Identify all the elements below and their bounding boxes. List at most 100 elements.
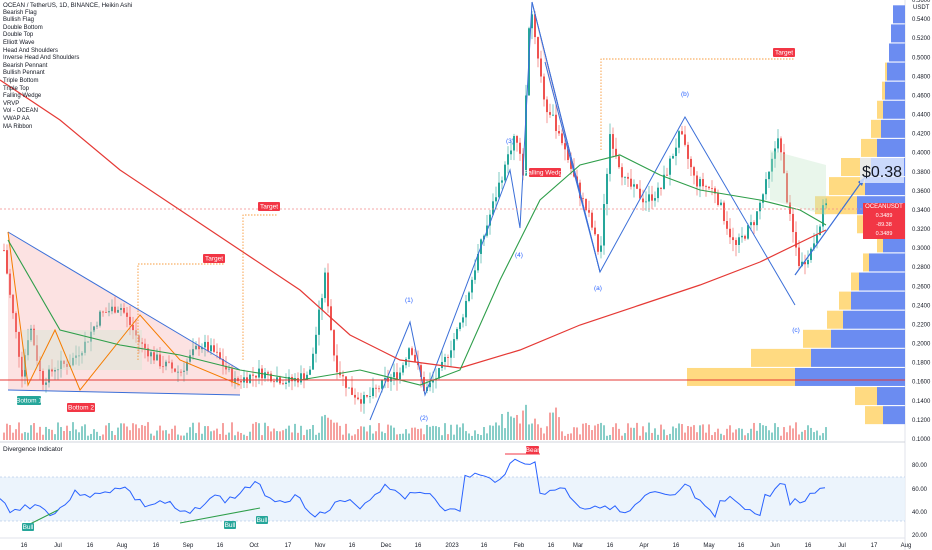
target-dotted-line [242, 214, 278, 360]
volume-bar [678, 423, 680, 440]
volume-bar [507, 411, 509, 440]
candle-body [225, 365, 227, 370]
volume-bar [255, 422, 257, 440]
divergence-band [0, 477, 905, 521]
volume-bar [126, 426, 128, 440]
candle-body [402, 365, 404, 373]
indicator-item[interactable]: Vol - OCEAN [3, 108, 39, 115]
indicator-item[interactable]: Bearish Pennant [3, 62, 48, 69]
vrvp-bar-yellow [687, 367, 795, 386]
indicator-item[interactable]: Elliott Wave [3, 39, 35, 46]
bottom1-label-bg [17, 396, 41, 405]
indicator-item[interactable]: Triple Bottom [3, 77, 39, 84]
volume-bar [804, 430, 806, 440]
time-tick-label: 16 [153, 543, 160, 549]
big-price-label: $0.38 [862, 164, 902, 181]
indicator-item[interactable]: Bullish Flag [3, 17, 35, 24]
candle-body [720, 202, 722, 205]
candle-body [252, 374, 254, 376]
candle-body [147, 348, 149, 357]
price-tick-label: 0.2400 [912, 303, 931, 309]
indicator-item[interactable]: Inverse Head And Shoulders [3, 55, 80, 62]
price-tick-label: 0.5200 [912, 36, 931, 42]
volume-bar [582, 423, 584, 440]
indicator-item[interactable]: Falling Wedge [3, 93, 42, 100]
indicator-item[interactable]: VWAP AA [3, 115, 30, 122]
volume-bar [252, 423, 254, 440]
indicator-item[interactable]: Double Top [3, 32, 34, 39]
candle-body [705, 186, 707, 188]
candle-body [9, 273, 11, 295]
volume-bar [300, 425, 302, 440]
volume-bar [267, 426, 269, 440]
candle-body [81, 352, 83, 356]
volume-bar [279, 431, 281, 440]
candle-body [489, 214, 491, 226]
volume-bar [378, 423, 380, 440]
volume-bar [321, 416, 323, 440]
candle-body [612, 134, 614, 149]
volume-bar [354, 434, 356, 440]
indicator-item[interactable]: Bullish Pennant [3, 70, 45, 77]
candle-body [60, 360, 62, 370]
volume-bar [42, 434, 44, 440]
volume-bar [525, 404, 527, 440]
indicator-item[interactable]: MA Ribbon [3, 123, 33, 130]
indicator-list: OCEAN / TetherUS, 1D, BINANCE, Heikin As… [3, 2, 132, 131]
time-tick-label: May [703, 543, 714, 549]
time-tick-label: Sep [183, 543, 194, 549]
volume-bar [144, 425, 146, 440]
candle-body [93, 326, 95, 332]
projection-arrow [794, 176, 866, 276]
volume-bar [3, 432, 5, 440]
volume-bar [207, 426, 209, 440]
candle-body [186, 361, 188, 371]
candle-body [687, 144, 689, 159]
volume-bar [99, 435, 101, 440]
candle-body [213, 345, 215, 352]
indicator-item[interactable]: VRVP [3, 100, 20, 107]
volume-bar [57, 422, 59, 440]
vrvp-bar-yellow [839, 291, 851, 310]
volume-bar [801, 431, 803, 440]
candle-body [603, 204, 605, 246]
vrvp-bar-yellow [865, 406, 883, 425]
candle-body [732, 237, 734, 241]
volume-bar [528, 424, 530, 440]
candle-body [534, 14, 536, 38]
volume-bar [384, 433, 386, 440]
candle-body [216, 351, 218, 353]
candle-body [780, 138, 782, 153]
candle-body [18, 332, 20, 357]
volume-bar [798, 434, 800, 440]
candle-body [654, 198, 656, 201]
candle-body [63, 360, 65, 364]
candle-body [303, 373, 305, 380]
volume-bar [672, 426, 674, 440]
price-tick-label: 0.3800 [912, 170, 931, 176]
volume-bar [567, 433, 569, 440]
volume-bar [327, 417, 329, 440]
volume-bar [336, 422, 338, 440]
candle-body [762, 194, 764, 203]
volume-bar [564, 435, 566, 440]
vrvp-bar-yellow [815, 196, 857, 215]
volume-bar [747, 433, 749, 440]
candle-body [735, 240, 737, 245]
candle-body [657, 187, 659, 199]
candle-body [507, 154, 509, 165]
indicator-item[interactable]: Double Bottom [3, 24, 43, 31]
candle-body [798, 247, 800, 267]
candle-body [681, 131, 683, 135]
target-dotted-line [137, 263, 225, 360]
indicator-item[interactable]: Head And Shoulders [3, 47, 59, 54]
indicator-item[interactable]: Triple Top [3, 85, 30, 92]
volume-bar [30, 425, 32, 440]
volume-bar [474, 430, 476, 440]
indicator-item[interactable]: Bearish Flag [3, 9, 37, 16]
volume-bar [462, 423, 464, 440]
volume-bar [186, 432, 188, 440]
volume-bar [273, 428, 275, 440]
divergence-tick-label: 40.00 [912, 510, 928, 516]
